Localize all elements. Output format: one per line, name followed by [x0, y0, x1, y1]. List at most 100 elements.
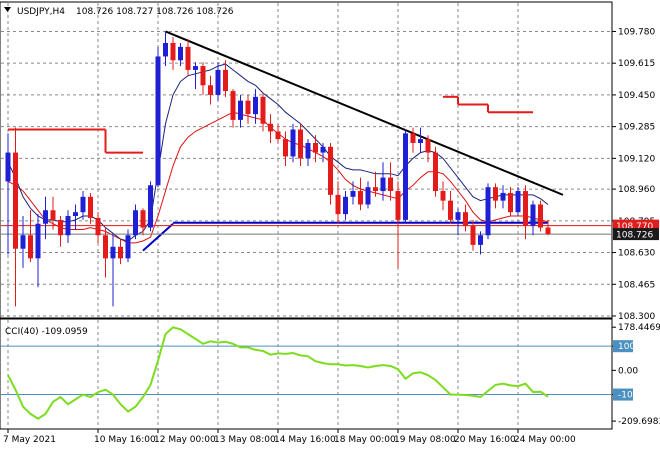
candle-body — [103, 235, 108, 259]
candle-body — [148, 185, 153, 228]
candle — [313, 135, 318, 163]
candle — [103, 227, 108, 278]
candle — [388, 162, 393, 201]
candle — [440, 181, 446, 211]
y-tick-label: 108.300 — [618, 312, 655, 322]
candle — [328, 142, 333, 205]
candle-body — [395, 191, 401, 220]
candle-body — [260, 96, 266, 124]
candle-body — [373, 187, 378, 192]
price-tag-label: 108.726 — [616, 231, 653, 241]
candle-body — [73, 212, 78, 217]
cci-level-tag — [613, 340, 633, 353]
x-tick-label: 14 May 16:00 — [274, 435, 336, 445]
candle-body — [185, 46, 191, 70]
candle-body — [80, 196, 86, 213]
x-tick-label: 18 May 00:00 — [334, 435, 396, 445]
candle-body — [170, 42, 176, 61]
candle — [463, 204, 468, 232]
candle — [170, 37, 176, 70]
candle-body — [313, 142, 318, 153]
candle-body — [335, 194, 341, 215]
candle-body — [215, 69, 221, 95]
candle-body — [530, 204, 536, 226]
x-tick-label: 20 May 16:00 — [454, 435, 516, 445]
candle — [305, 139, 311, 167]
cci-level-tag — [613, 388, 633, 401]
candle-body — [88, 196, 93, 218]
x-tick-label: 13 May 08:00 — [214, 435, 276, 445]
x-tick-label: 12 May 00:00 — [154, 435, 216, 445]
candle-body — [425, 139, 431, 153]
candle — [425, 135, 431, 163]
candle — [35, 214, 41, 288]
candle — [20, 216, 26, 268]
candle — [335, 181, 341, 224]
cci-tick-label: 100 — [618, 342, 635, 352]
candles — [5, 31, 551, 307]
candle-body — [58, 219, 63, 236]
collapse-triangle-icon[interactable] — [4, 7, 11, 12]
y-tick-label: 109.450 — [618, 91, 655, 101]
candle-body — [20, 235, 26, 249]
candle-body — [155, 56, 161, 186]
candle-body — [290, 129, 296, 157]
candle — [298, 123, 303, 167]
x-tick-label: 10 May 16:00 — [94, 435, 156, 445]
candle — [208, 75, 213, 105]
candle-body — [208, 85, 213, 95]
candle-body — [463, 212, 468, 226]
candle — [155, 46, 161, 188]
candle-body — [448, 200, 453, 220]
cci-title: CCI(40) -109.0959 — [5, 327, 88, 337]
y-tick-label: 109.615 — [618, 59, 655, 69]
candle — [13, 127, 18, 307]
candle — [365, 181, 371, 209]
candle-body — [388, 177, 393, 192]
candle — [140, 208, 146, 236]
candle — [515, 187, 521, 217]
x-tick-label: 19 May 08:00 — [394, 435, 456, 445]
cci-panel-frame — [0, 318, 613, 430]
y-tick-label: 109.285 — [618, 123, 655, 133]
x-tick-label: 24 May 00:00 — [514, 435, 576, 445]
cci-tick-label: 0.00 — [618, 366, 638, 376]
candle — [95, 212, 101, 243]
candle-body — [5, 152, 11, 182]
candle — [200, 62, 206, 95]
candle — [163, 31, 168, 67]
candle — [283, 131, 288, 167]
candle-body — [523, 191, 528, 226]
candle-body — [320, 146, 326, 153]
y-tick-label: 108.465 — [618, 280, 655, 290]
candle — [418, 127, 423, 153]
candle — [50, 196, 56, 230]
candle — [358, 177, 363, 211]
candle-body — [538, 204, 543, 228]
candle — [380, 162, 386, 201]
candle — [193, 62, 198, 90]
candle — [88, 192, 93, 224]
cci-tick-label: -100 — [618, 391, 639, 401]
candle — [433, 146, 438, 197]
price-tag-box — [613, 228, 659, 241]
candle — [215, 62, 221, 101]
candle-body — [43, 210, 48, 224]
candle-body — [470, 225, 476, 245]
candle-body — [163, 42, 168, 57]
candle-body — [118, 246, 123, 259]
candle — [455, 208, 461, 236]
candle-body — [403, 133, 408, 220]
candle-body — [268, 123, 273, 132]
cci-tick-label: 178.4469 — [618, 323, 660, 333]
candle — [373, 171, 378, 197]
candle — [5, 133, 11, 255]
candle — [110, 233, 116, 307]
candle — [530, 200, 536, 236]
candle-body — [350, 191, 356, 197]
candle-body — [418, 139, 423, 143]
candle — [253, 89, 258, 124]
candle-body — [358, 191, 363, 205]
